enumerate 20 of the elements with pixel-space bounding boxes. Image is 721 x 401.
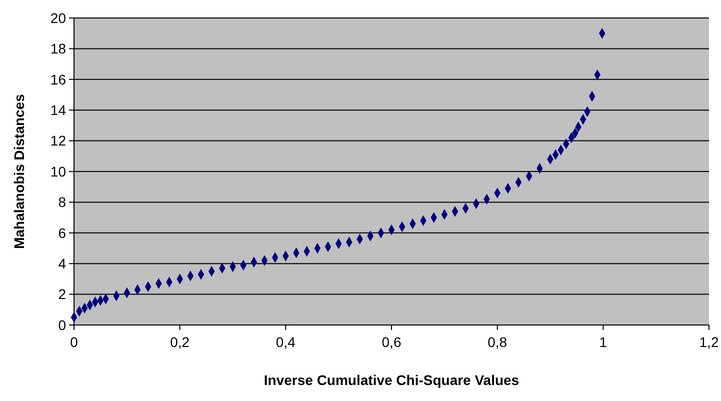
x-tick-label: 0,6 [382,334,402,350]
x-tick-label: 0,4 [276,334,296,350]
x-tick-label: 0,8 [488,334,508,350]
y-tick-label: 6 [58,224,66,241]
y-axis-title: Mahalanobis Distances [11,94,27,249]
y-tick-label: 16 [50,71,66,88]
x-tick-label: 1 [599,334,608,350]
y-tick-label: 2 [58,286,66,302]
x-tick-label: 0,2 [170,334,190,350]
y-tick-label: 18 [50,40,66,57]
y-tick-label: 12 [50,132,66,149]
y-tick-label: 20 [50,10,66,26]
y-tick-label: 0 [58,316,66,333]
y-tick-label: 8 [58,194,66,210]
y-tick-label: 10 [50,163,66,180]
y-tick-label: 4 [58,256,66,272]
x-tick-label: 0 [70,334,78,350]
x-axis-title: Inverse Cumulative Chi-Square Values [264,372,520,388]
x-tick-label: 1,2 [699,334,719,350]
y-tick-label: 14 [50,102,66,118]
